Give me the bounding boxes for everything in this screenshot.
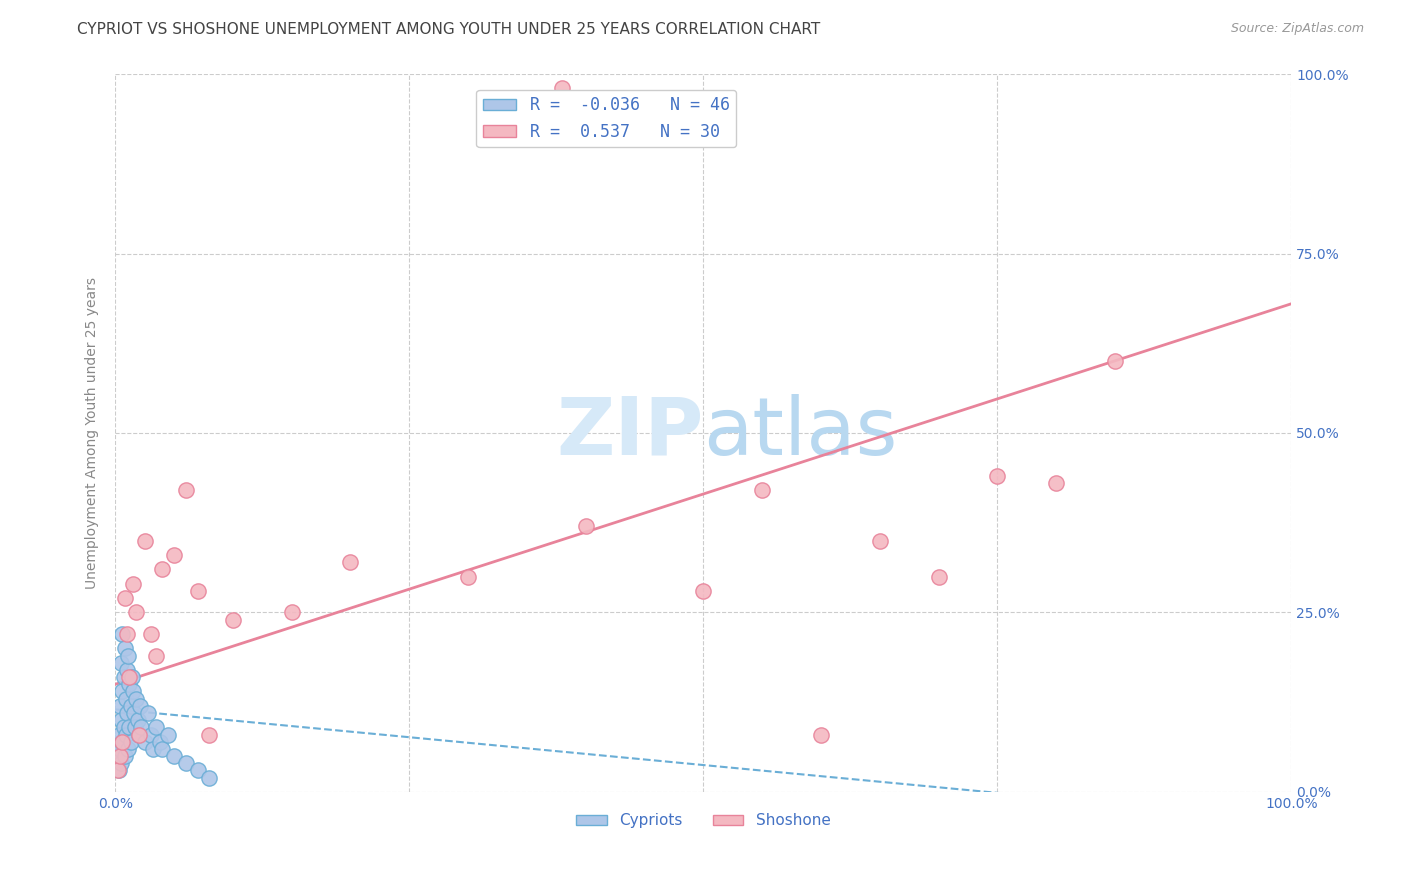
Point: [114, 641, 136, 656]
Text: Source: ZipAtlas.com: Source: ZipAtlas.com: [1230, 22, 1364, 36]
Point: [457, 569, 479, 583]
Point: [110, 756, 132, 771]
Point: [121, 670, 143, 684]
Point: [122, 706, 145, 720]
Point: [127, 713, 149, 727]
Point: [751, 483, 773, 498]
Point: [142, 742, 165, 756]
Point: [115, 706, 138, 720]
Point: [986, 469, 1008, 483]
Legend: Cypriots, Shoshone: Cypriots, Shoshone: [569, 807, 837, 835]
Point: [108, 698, 131, 713]
Point: [107, 764, 129, 778]
Point: [187, 583, 209, 598]
Point: [928, 569, 950, 583]
Point: [163, 548, 186, 562]
Point: [187, 764, 209, 778]
Point: [551, 81, 574, 95]
Point: [107, 749, 129, 764]
Point: [125, 691, 148, 706]
Point: [120, 735, 142, 749]
Point: [118, 720, 141, 734]
Point: [115, 663, 138, 677]
Point: [115, 727, 138, 741]
Point: [575, 519, 598, 533]
Point: [107, 764, 129, 778]
Point: [111, 735, 134, 749]
Point: [136, 706, 159, 720]
Point: [339, 555, 361, 569]
Point: [114, 591, 136, 606]
Point: [115, 691, 138, 706]
Point: [125, 606, 148, 620]
Point: [1104, 354, 1126, 368]
Point: [145, 720, 167, 734]
Text: ZIP: ZIP: [555, 394, 703, 472]
Point: [128, 727, 150, 741]
Point: [118, 670, 141, 684]
Point: [108, 742, 131, 756]
Point: [280, 606, 302, 620]
Point: [150, 742, 173, 756]
Point: [128, 727, 150, 741]
Point: [122, 684, 145, 698]
Point: [129, 698, 152, 713]
Point: [174, 483, 197, 498]
Point: [139, 627, 162, 641]
Point: [108, 749, 131, 764]
Point: [174, 756, 197, 771]
Point: [122, 576, 145, 591]
Point: [150, 562, 173, 576]
Point: [124, 720, 146, 734]
Point: [112, 720, 135, 734]
Point: [198, 727, 221, 741]
Point: [145, 648, 167, 663]
Point: [198, 771, 221, 785]
Point: [114, 749, 136, 764]
Point: [129, 720, 152, 734]
Point: [1045, 476, 1067, 491]
Point: [692, 583, 714, 598]
Text: atlas: atlas: [703, 394, 897, 472]
Point: [869, 533, 891, 548]
Point: [107, 727, 129, 741]
Point: [111, 684, 134, 698]
Point: [134, 533, 156, 548]
Point: [117, 648, 139, 663]
Point: [810, 727, 832, 741]
Point: [222, 613, 245, 627]
Point: [163, 749, 186, 764]
Point: [120, 698, 142, 713]
Point: [111, 735, 134, 749]
Point: [117, 742, 139, 756]
Point: [110, 713, 132, 727]
Point: [157, 727, 180, 741]
Point: [115, 627, 138, 641]
Text: CYPRIOT VS SHOSHONE UNEMPLOYMENT AMONG YOUTH UNDER 25 YEARS CORRELATION CHART: CYPRIOT VS SHOSHONE UNEMPLOYMENT AMONG Y…: [77, 22, 821, 37]
Point: [110, 656, 132, 670]
Point: [149, 735, 172, 749]
Point: [139, 727, 162, 741]
Point: [112, 670, 135, 684]
Point: [111, 627, 134, 641]
Point: [134, 735, 156, 749]
Point: [118, 677, 141, 691]
Y-axis label: Unemployment Among Youth under 25 years: Unemployment Among Youth under 25 years: [86, 277, 100, 589]
